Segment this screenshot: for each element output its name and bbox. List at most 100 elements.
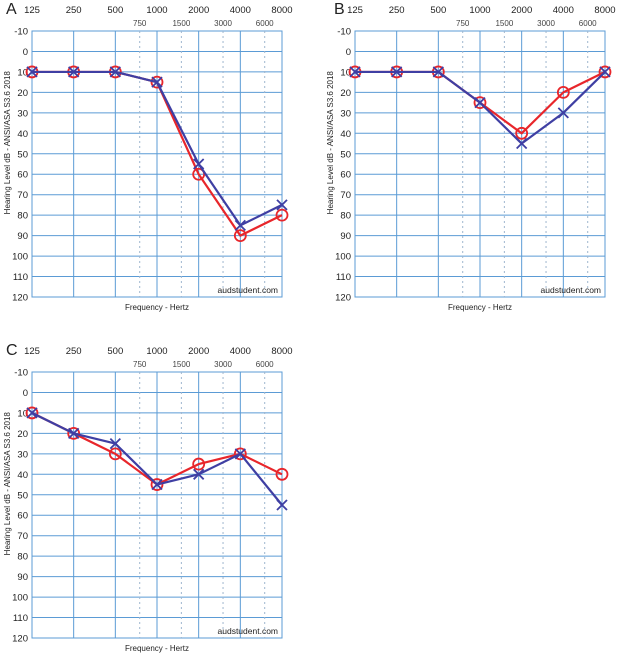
data-point-cross	[557, 107, 569, 119]
data-point-cross	[26, 407, 38, 419]
panel-letter: A	[6, 1, 17, 18]
x-mid-tick-label: 3000	[214, 360, 232, 369]
y-tick-label: 0	[346, 47, 351, 58]
data-point-cross	[349, 66, 361, 78]
data-point-circle	[233, 229, 247, 243]
x-mid-tick-label: 750	[133, 19, 147, 28]
y-tick-label: 60	[340, 170, 351, 181]
y-tick-label: 60	[17, 511, 28, 522]
x-axis-label: Frequency - Hertz	[448, 303, 512, 312]
y-tick-label: 100	[12, 252, 28, 263]
y-tick-label: 70	[17, 531, 28, 542]
data-point-cross	[68, 427, 80, 440]
data-point-cross	[68, 66, 80, 78]
data-point-circle	[473, 96, 487, 110]
x-tick-label: 125	[24, 346, 40, 357]
y-tick-label: 70	[17, 190, 28, 201]
x-tick-label: 1000	[146, 5, 167, 16]
y-tick-label: 110	[13, 613, 28, 624]
y-tick-label: 100	[12, 593, 28, 604]
y-tick-label: 50	[17, 490, 28, 501]
data-point-cross	[391, 66, 403, 78]
y-axis-label: Hearing Level dB - ANSI/ASA S3.6 2018	[3, 71, 12, 215]
y-tick-label: 10	[17, 408, 28, 419]
y-tick-label: 0	[23, 388, 28, 399]
data-point-circle	[192, 457, 206, 471]
y-tick-label: 20	[17, 429, 28, 440]
x-tick-label: 4000	[230, 346, 251, 357]
data-point-circle	[515, 126, 529, 140]
y-tick-label: 70	[340, 190, 351, 201]
data-point-circle	[275, 208, 289, 222]
x-tick-label: 2000	[511, 5, 532, 16]
y-tick-label: -10	[14, 27, 28, 38]
x-mid-tick-label: 1500	[172, 19, 190, 28]
y-tick-label: 80	[340, 211, 351, 222]
y-tick-label: 20	[17, 88, 28, 99]
y-tick-label: 60	[17, 170, 28, 181]
y-tick-label: 110	[13, 272, 28, 283]
x-mid-tick-label: 6000	[256, 360, 274, 369]
data-point-cross	[151, 478, 163, 491]
y-tick-label: 90	[340, 231, 351, 242]
data-point-cross	[193, 158, 205, 170]
data-point-circle	[150, 478, 164, 491]
x-tick-label: 2000	[188, 5, 209, 16]
y-tick-label: 90	[17, 572, 28, 583]
y-axis-label: Hearing Level dB - ANSI/ASA S3.6 2018	[3, 412, 12, 556]
x-tick-label: 250	[389, 5, 405, 16]
data-point-circle	[275, 467, 289, 481]
panel-letter: B	[334, 1, 345, 18]
y-tick-label: 0	[23, 47, 28, 58]
x-tick-label: 4000	[553, 5, 574, 16]
x-tick-label: 2000	[188, 346, 209, 357]
x-tick-label: 8000	[271, 5, 292, 16]
data-point-cross	[234, 448, 246, 460]
y-tick-label: -10	[14, 368, 28, 379]
x-tick-label: 4000	[230, 5, 251, 16]
y-tick-label: 20	[340, 88, 351, 99]
data-point-cross	[474, 96, 486, 109]
data-point-circle	[150, 75, 164, 89]
watermark: audstudent.com	[218, 626, 278, 636]
y-tick-label: 50	[17, 149, 28, 160]
y-tick-label: 40	[17, 129, 28, 140]
data-point-circle	[108, 447, 122, 461]
data-point-cross	[26, 66, 38, 78]
y-tick-label: 50	[340, 149, 351, 160]
x-tick-label: 1000	[469, 5, 490, 16]
data-point-cross	[151, 76, 163, 88]
x-mid-tick-label: 6000	[256, 19, 274, 28]
x-tick-label: 1000	[146, 346, 167, 357]
data-point-circle	[192, 167, 206, 181]
x-tick-label: 250	[66, 346, 82, 357]
y-tick-label: 120	[12, 293, 28, 304]
data-point-cross	[193, 468, 205, 480]
y-tick-label: 100	[335, 252, 351, 263]
y-tick-label: 40	[340, 129, 351, 140]
data-point-cross	[234, 219, 246, 232]
y-tick-label: 40	[17, 470, 28, 481]
x-tick-label: 500	[107, 5, 123, 16]
x-tick-label: 250	[66, 5, 82, 16]
y-tick-label: 90	[17, 231, 28, 242]
data-point-cross	[109, 66, 121, 78]
x-axis-label: Frequency - Hertz	[125, 644, 189, 653]
x-mid-tick-label: 1500	[495, 19, 513, 28]
data-point-circle	[67, 426, 81, 440]
x-mid-tick-label: 1500	[172, 360, 190, 369]
data-point-circle	[556, 85, 570, 99]
y-tick-label: 30	[17, 108, 28, 119]
y-tick-label: 120	[12, 634, 28, 645]
x-mid-tick-label: 6000	[579, 19, 597, 28]
data-point-circle	[233, 447, 247, 461]
y-tick-label: 30	[340, 108, 351, 119]
panel-letter: C	[6, 342, 18, 359]
y-tick-label: 80	[17, 552, 28, 563]
y-tick-label: 120	[335, 293, 351, 304]
y-tick-label: 30	[17, 449, 28, 460]
x-tick-label: 500	[107, 346, 123, 357]
x-tick-label: 125	[347, 5, 363, 16]
